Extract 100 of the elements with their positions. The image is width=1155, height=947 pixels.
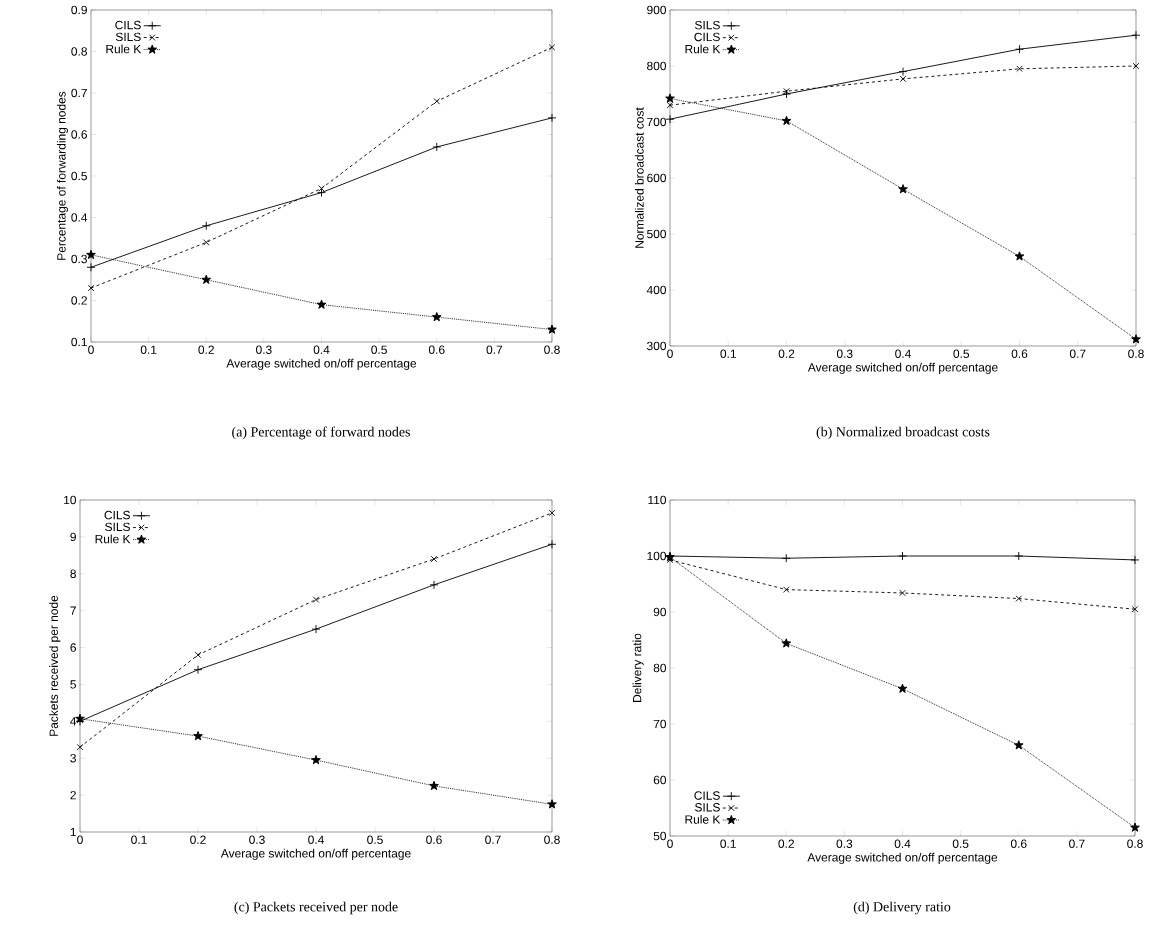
y-tick-label: 60 bbox=[653, 775, 667, 785]
x-tick-label: 0.5 bbox=[367, 835, 383, 844]
legend-label: CILS bbox=[694, 791, 720, 800]
x-tick-label: 0.3 bbox=[836, 839, 853, 848]
x-tick-label: 0.4 bbox=[894, 839, 911, 848]
x-tick-label: 0.3 bbox=[836, 349, 853, 358]
point bbox=[432, 142, 442, 152]
legend-label: CILS bbox=[104, 510, 130, 520]
y-tick-label: 0.5 bbox=[71, 171, 87, 181]
x-tick-label: 0.2 bbox=[198, 345, 214, 354]
x-axis-title: Average switched on/off percentage bbox=[807, 852, 998, 864]
point bbox=[547, 539, 557, 549]
y-tick-label: 0.4 bbox=[71, 213, 88, 222]
x-tick-label: 0.8 bbox=[544, 345, 560, 354]
text: (a) Percentage of forward nodes bbox=[232, 426, 410, 440]
point bbox=[312, 596, 320, 603]
x-tick-label: 0.5 bbox=[371, 345, 387, 354]
x-tick-label: 0.8 bbox=[1128, 349, 1144, 358]
point bbox=[429, 580, 439, 590]
legend-label: Rule K bbox=[685, 814, 721, 824]
point bbox=[665, 114, 675, 124]
legend-label: Rule K bbox=[685, 44, 721, 54]
x-tick-label: 0.1 bbox=[720, 839, 736, 848]
point bbox=[311, 755, 321, 765]
point bbox=[1015, 595, 1023, 602]
y-tick-label: 400 bbox=[646, 285, 667, 295]
x-tick-label: 0.8 bbox=[544, 835, 560, 844]
point bbox=[1015, 44, 1024, 54]
point bbox=[1131, 30, 1141, 40]
point bbox=[429, 780, 439, 791]
x-tick-label: 0.7 bbox=[485, 835, 501, 844]
y-tick-label: 900 bbox=[647, 5, 667, 15]
y-tick-label: 0.7 bbox=[71, 88, 87, 98]
x-tick-label: 0.3 bbox=[249, 835, 265, 844]
x-tick-label: 0.7 bbox=[1069, 839, 1085, 848]
y-tick-label: 0.6 bbox=[71, 130, 87, 139]
x-axis-title: Average switched on/off percentage bbox=[220, 848, 411, 860]
y-tick-label: 9 bbox=[70, 532, 76, 542]
x-tick-label: 0.5 bbox=[953, 349, 970, 358]
y-tick-label: 100 bbox=[647, 551, 667, 561]
point bbox=[1014, 251, 1025, 261]
point bbox=[433, 98, 441, 105]
point bbox=[898, 67, 908, 77]
point bbox=[781, 638, 792, 648]
x-tick-label: 0.4 bbox=[313, 345, 330, 354]
y-tick-label: 2 bbox=[70, 790, 76, 800]
y-tick-label: 7 bbox=[70, 606, 76, 615]
y-tick-label: 0.3 bbox=[71, 254, 87, 264]
y-tick-label: 0.2 bbox=[71, 296, 87, 305]
point bbox=[1013, 740, 1024, 750]
y-tick-label: 6 bbox=[70, 643, 76, 652]
y-tick-label: 800 bbox=[647, 61, 667, 71]
y-axis-title: Percentage of forwarding nodes bbox=[56, 91, 69, 260]
point bbox=[783, 87, 790, 95]
y-tick-label: 50 bbox=[653, 831, 667, 841]
y-tick-label: 0.8 bbox=[71, 47, 87, 56]
point bbox=[782, 89, 791, 99]
point bbox=[1131, 605, 1139, 613]
text: (d) Delivery ratio bbox=[853, 901, 951, 915]
y-tick-label: 300 bbox=[646, 341, 667, 351]
y-axis-title: Packets received per node bbox=[49, 595, 61, 736]
point bbox=[431, 312, 442, 322]
x-tick-label: 0 bbox=[77, 835, 83, 844]
y-tick-label: 110 bbox=[648, 495, 667, 505]
point bbox=[316, 299, 327, 309]
y-tick-label: 600 bbox=[647, 173, 667, 183]
x-tick-label: 0.1 bbox=[131, 835, 147, 844]
point bbox=[897, 683, 908, 693]
x-tick-label: 0 bbox=[667, 349, 673, 358]
point bbox=[547, 113, 557, 123]
legend-label: SILS bbox=[105, 522, 130, 532]
x-tick-label: 0.3 bbox=[256, 345, 272, 354]
point bbox=[781, 115, 792, 126]
x-tick-label: 0.7 bbox=[486, 345, 503, 354]
point bbox=[201, 274, 212, 284]
x-tick-label: 0.4 bbox=[895, 349, 911, 358]
x-tick-label: 0.4 bbox=[308, 835, 324, 844]
legend-label: SILS bbox=[115, 32, 141, 42]
y-tick-label: 10 bbox=[64, 495, 77, 505]
y-tick-label: 1 bbox=[70, 827, 76, 837]
legend-label: CILS bbox=[694, 32, 720, 42]
point bbox=[311, 624, 321, 634]
legend-label: CILS bbox=[115, 20, 141, 30]
x-axis-title: Average switched on/off percentage bbox=[807, 362, 998, 374]
x-tick-label: 0.2 bbox=[190, 835, 206, 844]
x-tick-label: 0.6 bbox=[426, 835, 442, 844]
y-axis-title: Delivery ratio bbox=[632, 633, 644, 702]
point bbox=[317, 188, 326, 198]
point bbox=[898, 551, 907, 561]
x-axis-title: Average switched on/off percentage bbox=[226, 358, 417, 370]
y-tick-label: 700 bbox=[647, 117, 667, 127]
point bbox=[86, 262, 96, 272]
point bbox=[1016, 65, 1023, 73]
x-tick-label: 0.7 bbox=[1069, 349, 1086, 358]
legend-label: SILS bbox=[695, 20, 720, 30]
y-tick-label: 8 bbox=[70, 569, 76, 578]
point bbox=[76, 743, 84, 751]
x-tick-label: 0.1 bbox=[140, 345, 157, 354]
x-tick-label: 0.6 bbox=[428, 345, 445, 354]
point bbox=[201, 221, 211, 231]
